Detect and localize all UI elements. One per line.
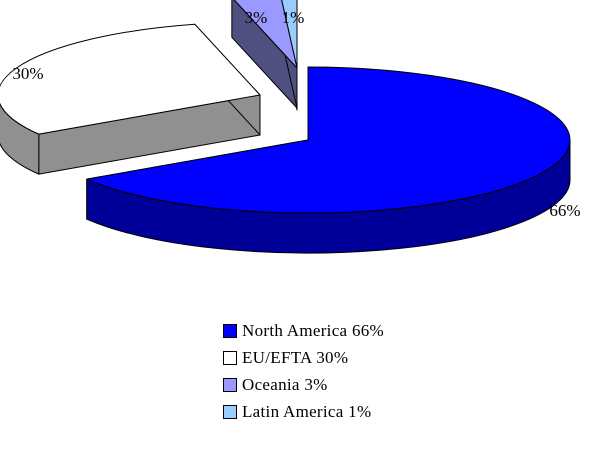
- pie-slice-top-north-america: [86, 66, 571, 214]
- data-label-oceania: 3%: [245, 8, 268, 27]
- legend-item-latin-america: Latin America 1%: [223, 398, 384, 425]
- data-label-north-america: 66%: [549, 201, 580, 220]
- pie-slice-top-oceania: [233, 0, 298, 69]
- chart-legend: North America 66% EU/EFTA 30% Oceania 3% La…: [223, 317, 384, 425]
- pie-slice-eu-efta: [0, 23, 261, 175]
- legend-swatch-oceania: [223, 377, 237, 392]
- legend-item-eu-efta: EU/EFTA 30%: [223, 344, 384, 371]
- legend-swatch-eu-efta: [223, 350, 237, 365]
- legend-label-oceania: Oceania 3%: [242, 374, 328, 394]
- pie-slice-north-america: [86, 66, 571, 254]
- data-label-latin-america: 1%: [282, 8, 305, 27]
- legend-swatch-latin-america: [223, 404, 237, 419]
- legend-label-latin-america: Latin America 1%: [242, 401, 372, 421]
- pie-slice-oceania: [231, 0, 298, 109]
- legend-swatch-north-america: [223, 323, 237, 338]
- legend-label-eu-efta: EU/EFTA 30%: [242, 347, 349, 367]
- legend-item-north-america: North America 66%: [223, 317, 384, 344]
- legend-item-oceania: Oceania 3%: [223, 371, 384, 398]
- data-label-eu-efta: 30%: [12, 64, 43, 83]
- pie-slice-top-eu-efta: [0, 23, 261, 135]
- legend-label-north-america: North America 66%: [242, 320, 385, 340]
